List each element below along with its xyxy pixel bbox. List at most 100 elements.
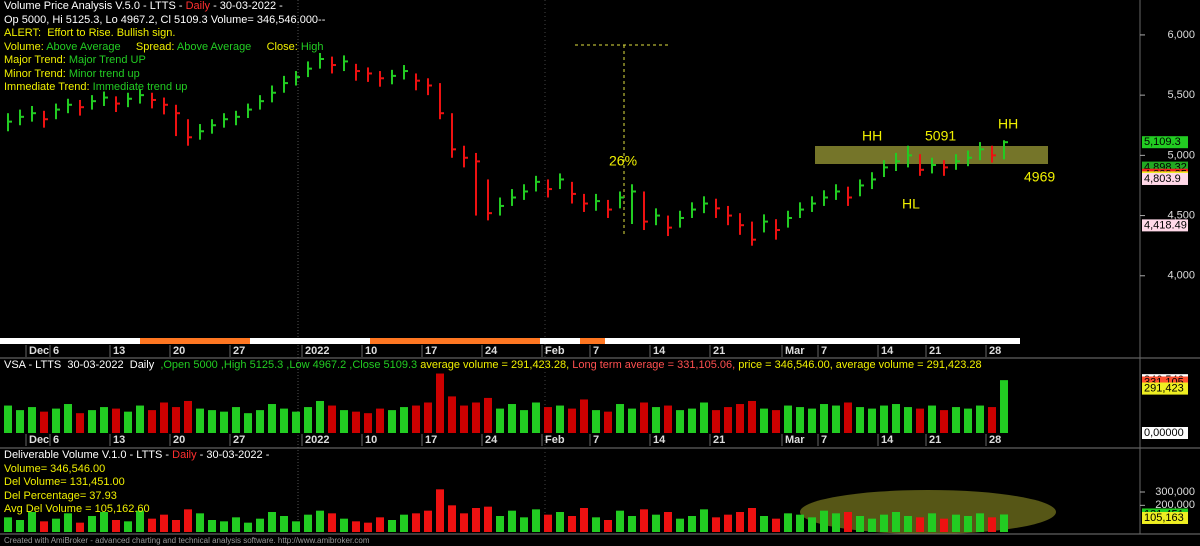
resistance-zone [815, 146, 1048, 164]
volume-bar [64, 513, 72, 532]
value-tag [1142, 511, 1188, 524]
volume-bar [940, 518, 948, 532]
volume-bar [784, 405, 792, 433]
volume-bar [904, 516, 912, 532]
volume-bar [400, 407, 408, 433]
x-tick-label: 7 [821, 345, 827, 357]
volume-bar [676, 518, 684, 532]
header-text: Major Trend: [4, 54, 69, 66]
volume-bar [508, 404, 516, 433]
volume-bar [172, 520, 180, 532]
volume-bar [184, 509, 192, 532]
volume-bar [268, 512, 276, 532]
volume-bar [400, 514, 408, 532]
volume-bar [64, 404, 72, 433]
x-tick-label: 13 [113, 345, 125, 357]
annotation: HH [862, 128, 882, 144]
volume-bar [220, 411, 228, 433]
volume-bar [196, 408, 204, 433]
volume-bar [580, 399, 588, 433]
volume-bar [532, 402, 540, 433]
x-tick-label: 24 [485, 434, 498, 446]
header-text: Major Trend UP [68, 54, 146, 66]
x-tick-label: 17 [425, 345, 437, 357]
x-tick-label: 17 [425, 434, 437, 446]
volume-bar [172, 407, 180, 433]
volume-bar [988, 407, 996, 433]
x-tick-label: Dec [29, 434, 49, 446]
volume-bar [724, 514, 732, 532]
volume-bar [352, 521, 360, 532]
header-line: Deliverable Volume V.1.0 - LTTS - Daily … [4, 449, 269, 463]
header-line: Volume Price Analysis V.5.0 - LTTS - Dai… [4, 0, 325, 14]
volume-bar [664, 512, 672, 532]
volume-bar [496, 516, 504, 532]
volume-bar [256, 410, 264, 433]
header-text: ,Open 5000 ,High 5125.3 ,Low 4967.2 ,Clo… [160, 359, 418, 371]
volume-bar [88, 410, 96, 433]
volume-bar [124, 411, 132, 433]
volume-bar [688, 408, 696, 433]
volume-bar [628, 408, 636, 433]
volume-bar [892, 404, 900, 433]
volume-bar [808, 517, 816, 532]
volume-bar [700, 402, 708, 433]
header-text: Deliverable Volume V.1.0 - LTTS - [4, 449, 173, 461]
annotation: HH [998, 116, 1018, 132]
volume-bar [472, 508, 480, 532]
volume-bar [508, 510, 516, 532]
volume-bar [340, 518, 348, 532]
volume-bar [352, 411, 360, 433]
volume-bar [760, 516, 768, 532]
header-text: Long term average = 331,105.06, [569, 359, 736, 371]
x-tick-label: 21 [713, 345, 725, 357]
volume-bar [340, 410, 348, 433]
volume-bar [160, 514, 168, 532]
x-tick-label: 21 [713, 434, 725, 446]
volume-bar [712, 517, 720, 532]
volume-bar [28, 407, 36, 433]
x-tick-label: Mar [785, 345, 805, 357]
volume-bar [700, 509, 708, 532]
volume-bar [148, 410, 156, 433]
volume-bar [736, 404, 744, 433]
volume-bar [748, 400, 756, 433]
x-tick-label: 21 [929, 345, 941, 357]
volume-bar [136, 405, 144, 433]
volume-bar [448, 396, 456, 433]
volume-bar [268, 404, 276, 433]
value-tag [1142, 172, 1188, 185]
y-tick-label: 5,000 [1167, 149, 1195, 161]
header-text: Close: [251, 40, 301, 53]
volume-bar [904, 407, 912, 433]
x-tick-label: 20 [173, 345, 185, 357]
trend-strip [0, 338, 1020, 344]
volume-bar [412, 513, 420, 532]
value-tag-label: 0,00000 [1144, 427, 1184, 439]
volume-bar [376, 408, 384, 433]
volume-bar [328, 405, 336, 433]
volume-bar [748, 508, 756, 532]
header-text: VSA - LTTS 30-03-2022 Daily [4, 359, 161, 371]
volume-bar [916, 517, 924, 532]
x-tick-label: Dec [29, 345, 49, 357]
header-text: Op 5000, Hi 5125.3, Lo 4967.2, Cl 5109.3… [4, 13, 326, 26]
volume-bar [220, 521, 228, 532]
volume-bar [112, 408, 120, 433]
y-tick-label: 5,500 [1167, 89, 1195, 101]
volume-bar [4, 517, 12, 532]
volume-bar [532, 509, 540, 532]
strip-segment [540, 338, 580, 344]
header-text: Immediate trend up [92, 81, 188, 93]
volume-bar [544, 407, 552, 433]
header-line: Minor Trend: Minor trend up [4, 68, 325, 82]
volume-bar [724, 407, 732, 433]
volume-bar [76, 522, 84, 532]
value-tag-label: 105,163 [1144, 512, 1184, 524]
volume-bar [208, 410, 216, 433]
volume-bar [928, 513, 936, 532]
volume-bar [976, 405, 984, 433]
volume-bar [304, 514, 312, 532]
